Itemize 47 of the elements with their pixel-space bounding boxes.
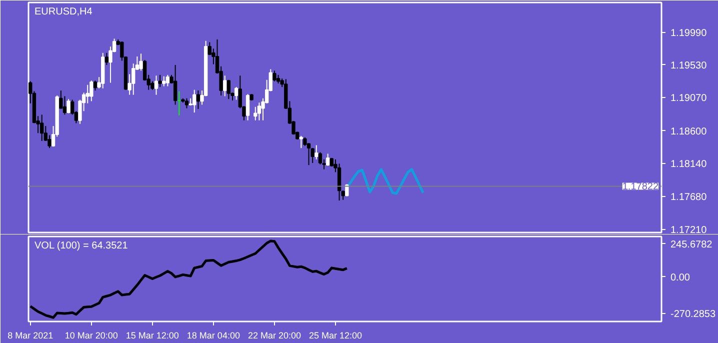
candlestick — [226, 79, 231, 100]
ref-line-label: 1.17822 — [622, 182, 659, 193]
candlestick — [272, 70, 276, 82]
x-tick-label: 15 Mar 12:00 — [126, 330, 179, 340]
y-tick-label: 1.17210 — [670, 225, 708, 236]
candlestick — [158, 74, 162, 88]
candlestick — [104, 52, 109, 66]
x-tick-label: 8 Mar 2021 — [8, 330, 54, 340]
candlestick — [66, 98, 70, 114]
y-tick-label: -270.2853 — [670, 308, 716, 320]
candlestick — [139, 53, 143, 72]
y-tick-label: 1.19070 — [670, 93, 708, 104]
line-series — [346, 168, 424, 195]
x-tick-label: 22 Mar 20:00 — [248, 330, 301, 340]
y-tick-label: 245.6782 — [670, 239, 713, 250]
candlestick — [254, 106, 258, 121]
candlestick — [337, 163, 342, 202]
line-series — [29, 240, 348, 319]
candlestick — [40, 114, 44, 142]
candlestick — [162, 76, 166, 87]
chart-title: EURUSD,H4 — [34, 6, 93, 18]
candlestick — [90, 80, 94, 102]
candlestick — [192, 89, 196, 114]
candlestick — [173, 64, 178, 106]
candlestick — [154, 75, 158, 96]
y-tick-label: 0.00 — [670, 272, 690, 284]
candlestick — [314, 144, 318, 160]
candlestick — [246, 94, 250, 121]
candlestick — [184, 98, 189, 109]
candlestick — [257, 102, 262, 121]
candlestick — [166, 74, 170, 87]
candlestick — [234, 86, 238, 100]
x-tick-label: 18 Mar 04:00 — [186, 330, 240, 340]
y-tick-label: 1.19530 — [670, 60, 708, 72]
candlestick — [326, 153, 330, 166]
y-tick-label: 1.19990 — [670, 28, 708, 39]
candlestick — [299, 135, 303, 149]
candlestick — [196, 90, 200, 110]
y-tick-label: 1.18140 — [670, 159, 708, 170]
y-tick-label: 1.18600 — [670, 126, 708, 138]
x-tick-label: 25 Mar 12:00 — [308, 330, 362, 340]
candlestick — [62, 96, 67, 116]
y-tick-label: 1.17680 — [670, 192, 708, 203]
candlestick — [93, 80, 98, 92]
x-tick-label: 10 Mar 20:00 — [64, 330, 118, 340]
chart-title: VOL (100) = 64.3521 — [34, 240, 128, 252]
candlestick — [223, 75, 227, 97]
